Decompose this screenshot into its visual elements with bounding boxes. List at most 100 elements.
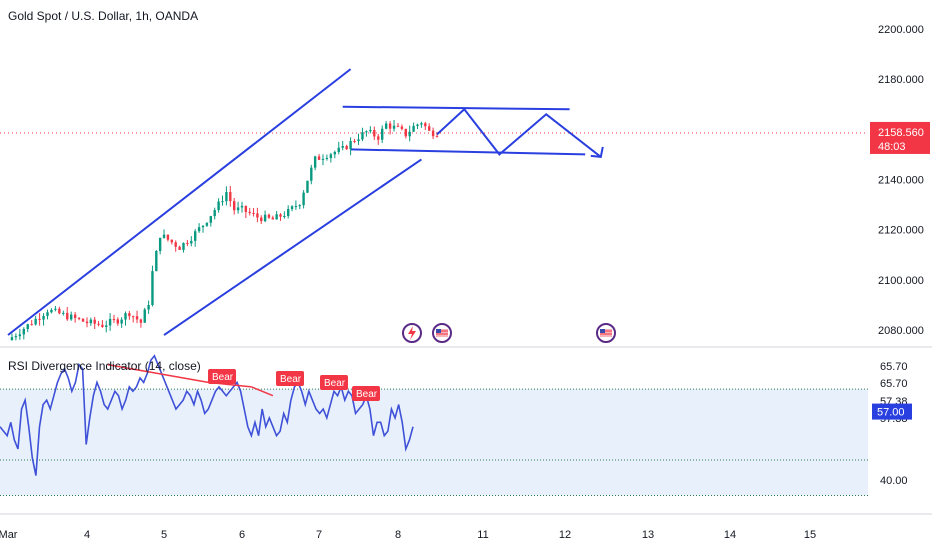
candle-body xyxy=(317,156,321,160)
candle-body xyxy=(197,227,201,232)
candle-body xyxy=(38,318,41,320)
candle-body xyxy=(298,205,301,207)
candle-body xyxy=(271,217,274,220)
projection-arrowhead xyxy=(590,146,604,159)
candle-body xyxy=(252,212,255,214)
candle-body xyxy=(77,317,81,319)
candle-body xyxy=(62,312,65,314)
candle-body xyxy=(46,312,49,316)
last-price-value: 2158.560 xyxy=(878,127,924,139)
time-axis-label: 8 xyxy=(395,529,401,541)
candle-body xyxy=(263,214,267,222)
divergence-line xyxy=(157,372,209,384)
divergence-line xyxy=(251,386,274,397)
candle-body xyxy=(306,180,309,193)
candle-body xyxy=(116,319,119,324)
candle-body xyxy=(42,315,45,320)
candle-body xyxy=(400,126,404,129)
candle-body xyxy=(213,210,216,217)
candle-body xyxy=(302,192,305,206)
candle-body xyxy=(221,201,224,203)
time-axis-label: 11 xyxy=(477,529,488,541)
candle-body xyxy=(233,201,236,211)
candle-body xyxy=(190,240,193,244)
drawing-channel-lines[interactable] xyxy=(7,68,586,336)
rsi-line xyxy=(0,354,414,476)
time-axis-label: 5 xyxy=(161,529,167,541)
candle-body xyxy=(256,213,259,218)
time-axis-label: 14 xyxy=(724,529,736,541)
price-axis-label: 2180.000 xyxy=(878,74,924,86)
rsi-current-tag: 57.00 xyxy=(872,403,912,420)
bear-label: Bear xyxy=(352,386,380,401)
candle-body xyxy=(128,313,131,317)
candle-body xyxy=(201,225,205,228)
rsi-axis-label: 65.70 xyxy=(880,361,908,373)
candle-body xyxy=(66,312,69,320)
candle-body xyxy=(412,125,415,132)
candle-body xyxy=(58,308,61,314)
projection-zigzag[interactable] xyxy=(436,107,604,159)
price-axis[interactable]: 2200.0002180.0002160.0002140.0002120.000… xyxy=(878,24,924,337)
projection-path[interactable] xyxy=(436,107,602,158)
time-axis[interactable]: Mar 4 5 6 7 8 11 12 13 14 15 xyxy=(0,529,816,541)
price-axis-label: 2100.000 xyxy=(878,275,924,287)
candle-body xyxy=(279,214,282,217)
candle-body xyxy=(73,314,77,318)
candle-body xyxy=(85,321,89,324)
candle-body xyxy=(431,130,435,137)
channel-line[interactable] xyxy=(7,68,352,336)
candle-body xyxy=(26,324,29,329)
rsi-band xyxy=(0,389,868,496)
time-axis-label: 7 xyxy=(316,529,322,541)
candle-body xyxy=(404,128,407,137)
price-axis-label: 2080.000 xyxy=(878,325,924,337)
candle-body xyxy=(275,214,278,220)
time-axis-label: 12 xyxy=(559,529,571,541)
time-axis-label: Mar xyxy=(0,529,18,541)
price-axis-label: 2120.000 xyxy=(878,225,924,237)
candle-body xyxy=(34,318,37,325)
candle-body xyxy=(182,242,185,250)
candle-body xyxy=(10,337,14,341)
us-flag-event-icon[interactable] xyxy=(596,323,616,343)
rsi-level-lines xyxy=(0,388,868,497)
candle-body xyxy=(132,316,135,318)
candle-body xyxy=(357,139,360,142)
lightning-event-icon[interactable] xyxy=(402,323,422,343)
bear-label-text: Bear xyxy=(212,372,234,383)
candle-body xyxy=(420,123,423,125)
channel-line[interactable] xyxy=(350,148,586,156)
candle-body xyxy=(97,323,100,325)
candle-body xyxy=(186,242,189,244)
time-axis-label: 4 xyxy=(84,529,90,541)
candle-body xyxy=(396,125,400,127)
bear-label-text: Bear xyxy=(356,389,378,400)
candle-body xyxy=(408,131,411,137)
candle-body xyxy=(101,324,104,327)
candle-body xyxy=(373,130,376,137)
rsi-title: RSI Divergence Indicator (14, close) xyxy=(8,359,201,373)
candle-body xyxy=(89,319,93,324)
channel-line[interactable] xyxy=(163,158,422,336)
candle-body xyxy=(290,206,294,210)
candle-body xyxy=(310,167,313,181)
candle-body xyxy=(112,318,116,320)
candle-body xyxy=(236,207,240,211)
us-flag-event-icon[interactable] xyxy=(432,323,452,343)
candle-body xyxy=(313,156,317,168)
channel-line[interactable] xyxy=(342,105,570,111)
candle-body xyxy=(321,158,325,160)
candle-body xyxy=(377,136,380,140)
candle-body xyxy=(155,251,158,272)
candle-body xyxy=(294,206,298,208)
rsi-current-value: 57.00 xyxy=(877,407,905,419)
candle-body xyxy=(329,154,333,158)
candle-body xyxy=(217,201,220,211)
candle-body xyxy=(333,151,336,155)
candle-body xyxy=(105,325,108,327)
candle-body xyxy=(337,147,340,152)
candle-body xyxy=(147,305,150,310)
